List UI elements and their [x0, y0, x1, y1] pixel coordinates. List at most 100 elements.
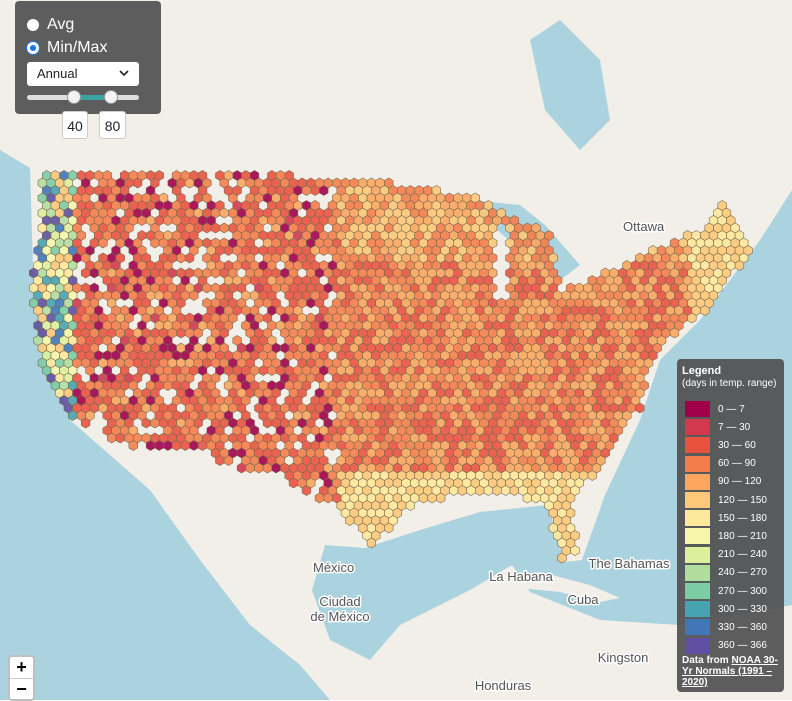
legend-label: 180 — 210: [718, 530, 767, 542]
period-select[interactable]: Annual: [27, 62, 139, 86]
source-link[interactable]: NOAA 30-Yr Normals (1991 – 2020): [682, 655, 778, 688]
hex-cell: [120, 290, 130, 301]
range-max-input[interactable]: 80: [99, 111, 126, 139]
hex-cell: [262, 417, 273, 429]
legend-label: 30 — 60: [718, 439, 756, 451]
legend-label: 60 — 90: [718, 458, 756, 470]
legend-label: 150 — 180: [718, 512, 767, 524]
hex-cell: [137, 215, 147, 226]
hex-cell: [734, 260, 745, 271]
hex-cell: [245, 462, 255, 474]
hex-cell: [522, 492, 532, 504]
hex-cell: [669, 327, 680, 339]
legend-swatch: [685, 473, 710, 490]
hex-cell: [687, 312, 697, 324]
range-min-input[interactable]: 40: [62, 111, 88, 139]
legend-label: 270 — 300: [718, 585, 767, 597]
baja: [150, 470, 225, 575]
map-label: Ciudad de México: [310, 594, 369, 624]
map-label: Cuba: [567, 592, 599, 607]
map-label: La Habana: [489, 569, 553, 584]
legend-swatch: [685, 564, 710, 581]
hex-cell: [176, 327, 186, 339]
zoom-in[interactable]: +: [10, 657, 33, 679]
hex-cell: [301, 485, 312, 496]
legend-entry: 330 — 360: [685, 619, 767, 636]
legend-label: 300 — 330: [718, 603, 767, 615]
hex-cell: [570, 545, 580, 556]
slider-thumb-min[interactable]: [67, 90, 81, 104]
hex-cell: [215, 455, 225, 466]
hex-cell: [150, 417, 160, 429]
legend-swatch: [685, 401, 710, 417]
legend-label: 90 — 120: [718, 476, 762, 488]
hex-cell: [474, 485, 485, 496]
hex-cell: [587, 470, 597, 481]
hex-cell: [557, 552, 567, 564]
legend-entry: 180 — 210: [685, 528, 767, 545]
hex-cell: [301, 185, 312, 196]
hex-cell: [184, 177, 195, 189]
slider-thumb-max[interactable]: [104, 90, 118, 104]
hex-cell: [81, 417, 91, 429]
legend-label: 330 — 360: [718, 621, 767, 633]
hex-cell: [210, 222, 221, 234]
hex-cell: [700, 305, 710, 316]
hex-cell: [271, 462, 281, 474]
hex-cell: [509, 485, 519, 496]
map-label: México: [313, 560, 354, 575]
legend-entry: 150 — 180: [685, 510, 767, 527]
hex-cell: [197, 440, 208, 451]
hex-cell: [223, 245, 234, 256]
zoom-out[interactable]: −: [16, 679, 27, 699]
legend-entry: 270 — 300: [685, 583, 767, 599]
hex-cell: [163, 380, 173, 391]
radio-minmax[interactable]: Min/Max: [27, 39, 107, 57]
hex-cell: [180, 440, 190, 451]
map-label: Honduras: [475, 678, 532, 693]
radio-label: Min/Max: [47, 39, 108, 56]
central-america: [400, 640, 560, 700]
legend-entry: 300 — 330: [685, 601, 767, 618]
hex-cell: [145, 440, 156, 451]
cuba: [500, 572, 620, 602]
hex-cell: [436, 492, 446, 504]
chevron: [119, 70, 129, 77]
hex-cell: [171, 440, 182, 451]
range-slider[interactable]: [27, 90, 139, 104]
hex-cell: [258, 365, 268, 376]
legend-swatch: [685, 419, 710, 436]
hex-cell: [531, 492, 541, 504]
source: Data from NOAA 30-Yr Normals (1991 – 202…: [682, 655, 782, 688]
hex-cell: [141, 417, 151, 429]
legend-entry: 120 — 150: [685, 492, 767, 508]
hex-cell: [189, 440, 199, 451]
hex-cell: [310, 185, 320, 196]
hex-cell: [267, 365, 277, 376]
hex-cell: [254, 462, 264, 474]
hex-cell: [223, 455, 234, 466]
control-panel: Avg Min/Max Annual: [15, 1, 161, 114]
legend-entry: 240 — 270: [685, 564, 767, 581]
hex-cell: [635, 402, 645, 414]
legend-swatch: [685, 583, 710, 599]
hex-cell: [210, 267, 221, 279]
legend-swatch: [685, 637, 710, 654]
gulf-atlantic: [312, 190, 792, 660]
hex-cell: [176, 252, 186, 264]
hex-cell: [500, 485, 511, 496]
map-label: The Bahamas: [589, 556, 670, 571]
radio-avg[interactable]: Avg: [27, 16, 74, 34]
hex-cell: [154, 440, 164, 451]
hex-cell: [236, 462, 247, 474]
map-label: Ottawa: [623, 219, 665, 234]
hex-cell: [449, 485, 459, 496]
hex-cell: [189, 290, 199, 301]
hex-cell: [150, 237, 160, 249]
hex-cell: [89, 267, 99, 279]
hex-cell: [288, 477, 299, 489]
hex-cell: [457, 485, 468, 496]
legend-label: 0 — 7: [718, 403, 745, 415]
